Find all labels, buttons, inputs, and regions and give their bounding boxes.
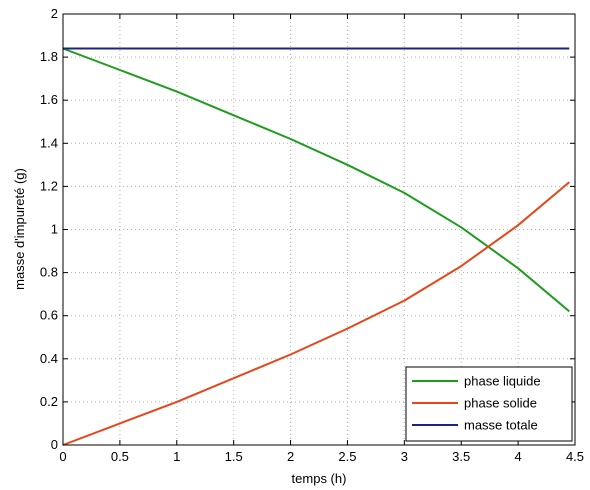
x-tick-label: 1 (173, 449, 180, 464)
x-tick-label: 4 (514, 449, 521, 464)
y-tick-label: 2 (51, 6, 58, 21)
y-axis-label: masse d'impureté (g) (12, 168, 27, 290)
y-tick-label: 0.8 (40, 265, 58, 280)
legend-label-phase-liquide: phase liquide (464, 374, 541, 389)
x-tick-label: 2 (287, 449, 294, 464)
y-tick-label: 1.4 (40, 135, 58, 150)
x-tick-label: 0 (59, 449, 66, 464)
y-tick-label: 0 (51, 437, 58, 452)
x-tick-label: 4.5 (566, 449, 584, 464)
series-line-phase-liquide (62, 47, 570, 313)
x-tick-label: 1.5 (225, 449, 243, 464)
x-axis-label: temps (h) (292, 471, 347, 486)
x-tick-label: 0.5 (111, 449, 129, 464)
x-tick-label: 3 (401, 449, 408, 464)
y-tick-label: 0.4 (40, 351, 58, 366)
x-tick-label: 3.5 (452, 449, 470, 464)
legend: phase liquide phase solide masse totale (405, 366, 573, 442)
x-tick-label: 2.5 (338, 449, 356, 464)
y-tick-label: 1.2 (40, 178, 58, 193)
legend-label-masse-totale: masse totale (464, 418, 538, 433)
y-tick-label: 0.2 (40, 394, 58, 409)
ticks: 0 0.5 1 1.5 2 2.5 3 3.5 4 4.5 0 0.2 0.4 0.6 0.8 1 1.2 1.4… (40, 6, 584, 464)
y-tick-label: 1 (51, 222, 58, 237)
legend-label-phase-solide: phase solide (464, 396, 537, 411)
y-tick-label: 1.8 (40, 49, 58, 64)
series-layer (62, 47, 570, 446)
y-tick-label: 1.6 (40, 92, 58, 107)
y-tick-label: 0.6 (40, 308, 58, 323)
grid (63, 14, 575, 445)
series-line-phase-solide (62, 181, 570, 446)
